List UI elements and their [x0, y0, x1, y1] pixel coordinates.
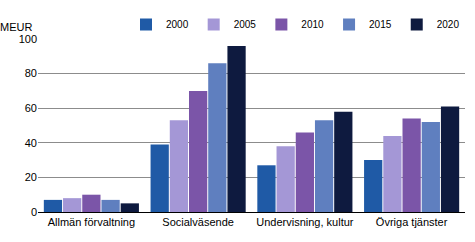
svg-text:80: 80	[25, 67, 37, 79]
svg-text:Socialväsende: Socialväsende	[162, 216, 234, 228]
svg-text:20: 20	[25, 171, 37, 183]
svg-text:2020: 2020	[437, 19, 460, 30]
svg-text:2015: 2015	[369, 19, 392, 30]
svg-text:MEUR: MEUR	[0, 21, 32, 33]
svg-text:Undervisning, kultur: Undervisning, kultur	[256, 216, 354, 228]
svg-text:2000: 2000	[166, 19, 189, 30]
svg-text:0: 0	[31, 206, 37, 218]
svg-text:40: 40	[25, 137, 37, 149]
svg-text:Övriga tjänster: Övriga tjänster	[376, 216, 448, 228]
svg-text:2010: 2010	[301, 19, 324, 30]
svg-text:100: 100	[19, 33, 37, 45]
svg-text:Allmän förvaltning: Allmän förvaltning	[48, 216, 135, 228]
svg-text:2005: 2005	[234, 19, 257, 30]
svg-text:60: 60	[25, 102, 37, 114]
